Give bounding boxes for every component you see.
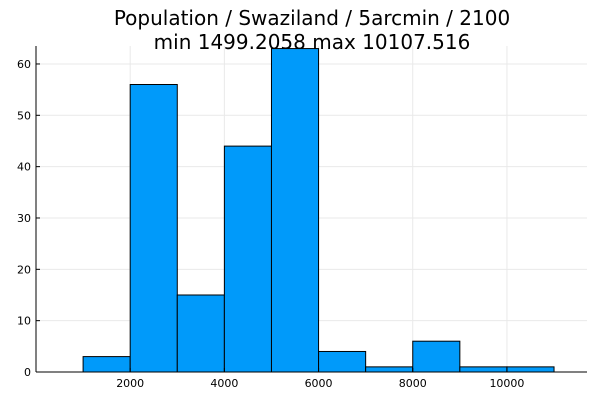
x-tick-label: 8000	[399, 377, 427, 390]
x-tick-label: 2000	[116, 377, 144, 390]
histogram-bar	[223, 145, 272, 373]
histogram-bar	[412, 340, 461, 373]
y-tick-label: 0	[24, 366, 31, 379]
y-tick-label: 10	[17, 315, 31, 328]
histogram-bar	[365, 366, 414, 373]
y-tick-label: 50	[17, 109, 31, 122]
y-tick-label: 60	[17, 58, 31, 71]
histogram-bar	[129, 84, 178, 373]
histogram-bar	[82, 356, 131, 373]
x-tick-label: 4000	[210, 377, 238, 390]
histogram-bar	[270, 48, 320, 373]
chart-title: Population / Swaziland / 5arcmin / 2100	[114, 6, 510, 30]
tick-labels: 2000 4000 6000 8000 10000 0 10 20 30 40 50 60	[17, 58, 524, 390]
y-tick-label: 30	[17, 212, 31, 225]
bars	[82, 48, 555, 373]
x-tick-label: 6000	[305, 377, 333, 390]
axes	[35, 46, 587, 373]
histogram-bar	[176, 294, 225, 373]
y-tick-label: 20	[17, 263, 31, 276]
histogram-bar	[318, 350, 367, 373]
histogram-bar	[459, 366, 508, 373]
histogram-bar	[506, 366, 555, 373]
x-tick-label: 10000	[489, 377, 524, 390]
y-tick-label: 40	[17, 161, 31, 174]
